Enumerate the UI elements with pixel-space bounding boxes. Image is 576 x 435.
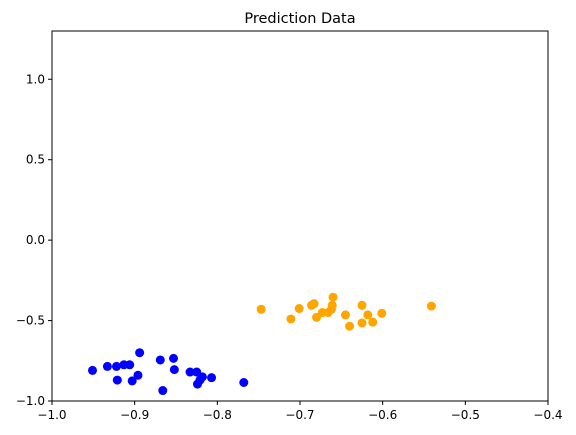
data-point (345, 321, 355, 331)
data-point (426, 301, 436, 311)
data-point (357, 300, 367, 310)
x-tick-label: −0.4 (533, 408, 562, 422)
data-point (294, 304, 304, 313)
data-point (207, 373, 217, 383)
chart-title: Prediction Data (244, 11, 355, 27)
data-point (256, 304, 266, 314)
data-point (328, 292, 338, 302)
data-point (368, 317, 378, 327)
data-point (363, 310, 373, 320)
data-point (239, 378, 249, 387)
data-point (133, 370, 143, 380)
data-point (169, 365, 179, 375)
x-axis: −1.0 −0.9 −0.8 −0.7 −0.6 −0.5 −0.4 (37, 401, 563, 422)
data-point (125, 360, 135, 370)
data-point (327, 300, 337, 310)
data-point (102, 361, 112, 371)
data-point (112, 375, 122, 385)
data-point (135, 348, 145, 358)
y-axis: −1.0 −0.5 0.0 0.5 1.0 (16, 72, 52, 408)
data-point (158, 386, 168, 396)
data-point (185, 367, 195, 377)
y-tick-label: −0.5 (16, 314, 45, 328)
plot-frame (51, 30, 549, 402)
points-layer (88, 292, 436, 396)
y-tick-label: −1.0 (16, 394, 45, 408)
data-point (340, 310, 350, 320)
x-tick-label: −0.5 (451, 408, 480, 422)
data-point (309, 299, 319, 309)
y-tick-label: 0.0 (26, 233, 45, 247)
data-point (169, 353, 179, 363)
data-point (127, 376, 137, 386)
data-point (286, 314, 296, 324)
x-tick-label: −0.6 (368, 408, 397, 422)
x-tick-label: −0.9 (120, 408, 149, 422)
x-tick-label: −1.0 (37, 408, 66, 422)
x-tick-label: −0.7 (285, 408, 314, 422)
y-tick-label: 1.0 (26, 72, 45, 86)
data-point (377, 308, 387, 318)
data-point (111, 361, 121, 371)
x-tick-label: −0.8 (203, 408, 232, 422)
data-point (155, 355, 165, 365)
data-point (357, 318, 367, 328)
data-point (197, 372, 207, 382)
data-point (88, 365, 98, 375)
y-tick-label: 0.5 (26, 153, 45, 167)
